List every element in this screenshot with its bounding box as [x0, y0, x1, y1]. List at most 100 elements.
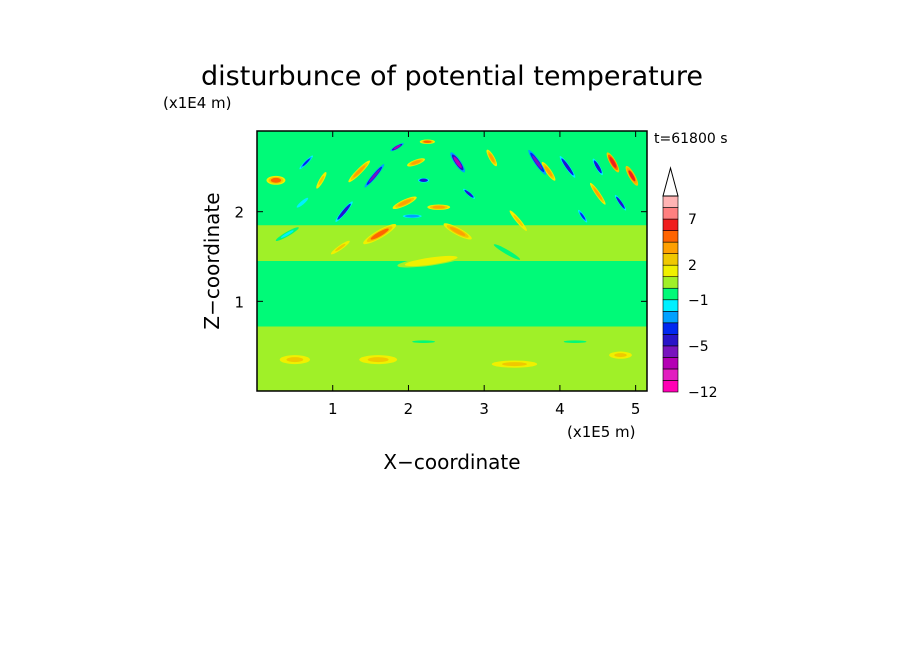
x-axis: 1 2 3 4 5 — [328, 131, 640, 418]
colorbar-label-0: 7 — [688, 212, 697, 228]
feature-9-ring-2 — [270, 177, 282, 183]
feature-34-ring-2 — [614, 353, 627, 358]
colorbar-swatch-8 — [662, 287, 679, 301]
feature-19 — [417, 178, 430, 183]
feature-3 — [392, 196, 417, 210]
feature-6-ring-2 — [423, 140, 432, 143]
colorbar-swatch-6 — [662, 310, 679, 324]
feature-21-ring-2 — [453, 156, 462, 168]
feature-2 — [397, 254, 465, 268]
feature-27 — [299, 155, 314, 170]
contour-features — [266, 139, 639, 368]
colorbar-swatch-2 — [662, 357, 679, 370]
colorbar-label-2: −1 — [688, 293, 709, 309]
feature-9 — [266, 175, 286, 185]
feature-6 — [419, 139, 435, 144]
feature-13 — [625, 165, 639, 186]
feature-30 — [295, 196, 310, 210]
feature-33-ring-2 — [501, 362, 527, 367]
colorbar-swatch-16 — [662, 195, 679, 208]
x-tick-label-2: 3 — [479, 400, 489, 418]
x-tick-label-1: 2 — [404, 400, 414, 418]
feature-25-ring-2 — [594, 162, 601, 172]
feature-38-ring-2 — [335, 243, 346, 252]
plot-frame — [256, 130, 648, 392]
feature-8-ring-2 — [318, 175, 325, 185]
feature-12 — [606, 152, 620, 173]
colorbar-swatch-5 — [662, 322, 679, 335]
feature-37 — [493, 244, 521, 260]
feature-0-ring-2 — [370, 228, 389, 240]
colorbar-swatch-10 — [662, 264, 679, 278]
feature-32 — [359, 355, 398, 365]
feature-29-ring-2 — [280, 230, 294, 238]
colorbar-label-1: 2 — [688, 258, 697, 274]
x-tick-label-0: 1 — [328, 400, 338, 418]
feature-4-ring-2 — [432, 205, 445, 209]
feature-16-ring-2 — [339, 206, 349, 218]
colorbar-swatch-9 — [662, 276, 679, 289]
feature-25 — [592, 158, 603, 176]
feature-26 — [614, 194, 627, 211]
feature-30-ring-2 — [298, 199, 307, 207]
time-label: t=61800 s — [654, 131, 728, 147]
band-5 — [257, 131, 647, 226]
feature-31-ring-2 — [286, 357, 304, 363]
colorbar-label-4: −12 — [688, 385, 718, 401]
feature-14 — [589, 182, 606, 205]
x-axis-title: X−coordinate — [383, 450, 520, 474]
x-tick-label-4: 5 — [631, 400, 641, 418]
colorbar: 7 2 −1 −5 −12 — [662, 166, 718, 401]
feature-22 — [463, 188, 475, 199]
feature-1 — [443, 223, 472, 240]
feature-36-ring-2 — [568, 340, 582, 343]
feature-21 — [450, 152, 466, 173]
y-tick-label-0: 1 — [234, 293, 244, 311]
feature-7 — [348, 160, 371, 183]
feature-8 — [316, 172, 327, 189]
feature-37-ring-2 — [499, 247, 515, 257]
feature-10-ring-2 — [488, 153, 495, 163]
y-axis: 12 — [234, 204, 647, 311]
heatmap-field — [257, 131, 647, 391]
feature-31 — [279, 355, 311, 365]
colorbar-swatch-0 — [662, 380, 679, 393]
colorbar-swatch-1 — [662, 368, 679, 381]
feature-11-ring-2 — [544, 166, 553, 177]
feature-35-ring-2 — [417, 340, 430, 343]
feature-24 — [559, 155, 576, 178]
x-unit-label: (x1E5 m) — [567, 423, 636, 441]
feature-27-ring-2 — [302, 158, 310, 167]
feature-5-ring-2 — [411, 160, 421, 165]
feature-34 — [609, 351, 632, 359]
y-axis-title: Z−coordinate — [200, 192, 224, 329]
feature-23 — [528, 149, 547, 175]
feature-20 — [402, 214, 422, 218]
colorbar-label-3: −5 — [688, 339, 709, 355]
feature-33 — [491, 360, 538, 368]
feature-10 — [486, 149, 498, 167]
feature-4 — [427, 204, 451, 210]
feature-28 — [578, 209, 588, 223]
band-1 — [257, 314, 647, 327]
colorbar-swatch-14 — [662, 218, 679, 231]
chart-title: disturbunce of potential temperature — [201, 61, 703, 92]
feature-14-ring-2 — [593, 187, 603, 200]
colorbar-swatch-3 — [662, 345, 679, 358]
band-2 — [257, 283, 647, 315]
colorbar-swatch-12 — [662, 241, 679, 254]
colorbar-swatch-4 — [662, 334, 679, 347]
colorbar-swatch-7 — [662, 299, 679, 312]
feature-24-ring-2 — [563, 160, 572, 173]
x-tick-label-3: 4 — [555, 400, 565, 418]
feature-20-ring-2 — [407, 215, 418, 218]
feature-29 — [275, 227, 299, 242]
feature-22-ring-2 — [465, 190, 473, 197]
feature-38 — [330, 240, 350, 255]
feature-23-ring-2 — [532, 155, 543, 170]
feature-16 — [335, 201, 353, 222]
background-bands — [257, 131, 647, 391]
feature-2-ring-2 — [412, 257, 450, 265]
feature-11 — [541, 161, 556, 181]
